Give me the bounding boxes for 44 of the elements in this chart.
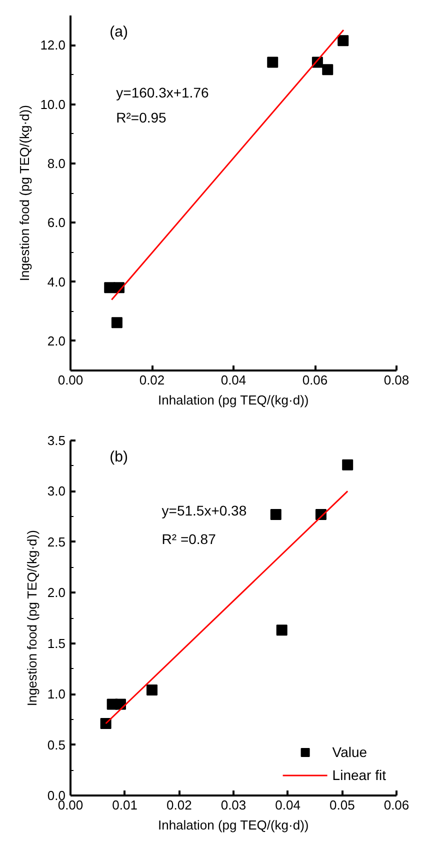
y-tick-label: 12.0 bbox=[40, 38, 66, 53]
point bbox=[338, 35, 349, 46]
x-tick-label: 0.06 bbox=[384, 798, 410, 812]
x-tick-label: 0.02 bbox=[166, 798, 192, 812]
x-tick-label: 0.01 bbox=[112, 798, 138, 812]
annotation: (a) bbox=[110, 23, 128, 40]
y-tick-label: 3.5 bbox=[47, 433, 66, 448]
x-tick-label: 0.05 bbox=[330, 798, 355, 812]
y-tick-label: 1.0 bbox=[47, 686, 66, 702]
point bbox=[111, 317, 122, 328]
point bbox=[267, 56, 278, 68]
x-axis-title: Inhalation (pg TEQ/(kg·d)) bbox=[158, 818, 309, 832]
x-tick-label: 0.06 bbox=[302, 372, 328, 388]
y-tick-label: 8.0 bbox=[47, 156, 66, 171]
y-axis-title: Ingestion food (pg TEQ/(kg·d)) bbox=[17, 105, 32, 282]
x-tick-label: 0.04 bbox=[220, 372, 246, 388]
y-axis-title: Ingestion food (pg TEQ/(kg·d)) bbox=[24, 530, 40, 706]
x-axis-title: Inhalation (pg TEQ/(kg·d)) bbox=[158, 392, 309, 408]
legend-label: Linear fit bbox=[332, 767, 386, 783]
y-tick-label: 10.0 bbox=[40, 96, 66, 112]
x-tick-label: 0.00 bbox=[58, 372, 84, 388]
annotation: y=51.5x+0.38 bbox=[162, 502, 247, 519]
annotation: y=160.3x+1.76 bbox=[116, 84, 209, 101]
annotation: R² =0.87 bbox=[162, 531, 216, 547]
x-tick-label: 0.08 bbox=[384, 372, 410, 388]
y-tick-label: 6.0 bbox=[47, 215, 66, 230]
point bbox=[342, 459, 354, 470]
point bbox=[276, 624, 288, 636]
x-tick-label: 0.02 bbox=[139, 372, 165, 388]
annotation: (b) bbox=[110, 448, 128, 466]
y-tick-label: 3.0 bbox=[47, 484, 66, 499]
y-tick-label: 2.0 bbox=[47, 333, 66, 348]
point bbox=[146, 684, 158, 696]
point bbox=[322, 64, 334, 76]
y-tick-label: 1.5 bbox=[47, 636, 66, 651]
x-tick-label: 0.04 bbox=[275, 798, 300, 812]
y-tick-label: 2.5 bbox=[47, 534, 66, 550]
y-tick-label: 2.0 bbox=[47, 585, 66, 600]
x-tick-label: 0.03 bbox=[220, 798, 246, 812]
y-tick-label: 4.0 bbox=[47, 274, 66, 290]
y-tick-label: 0.5 bbox=[47, 737, 66, 752]
point bbox=[270, 509, 282, 520]
annotation: R²=0.95 bbox=[116, 110, 167, 126]
legend-label: Value bbox=[332, 744, 368, 760]
